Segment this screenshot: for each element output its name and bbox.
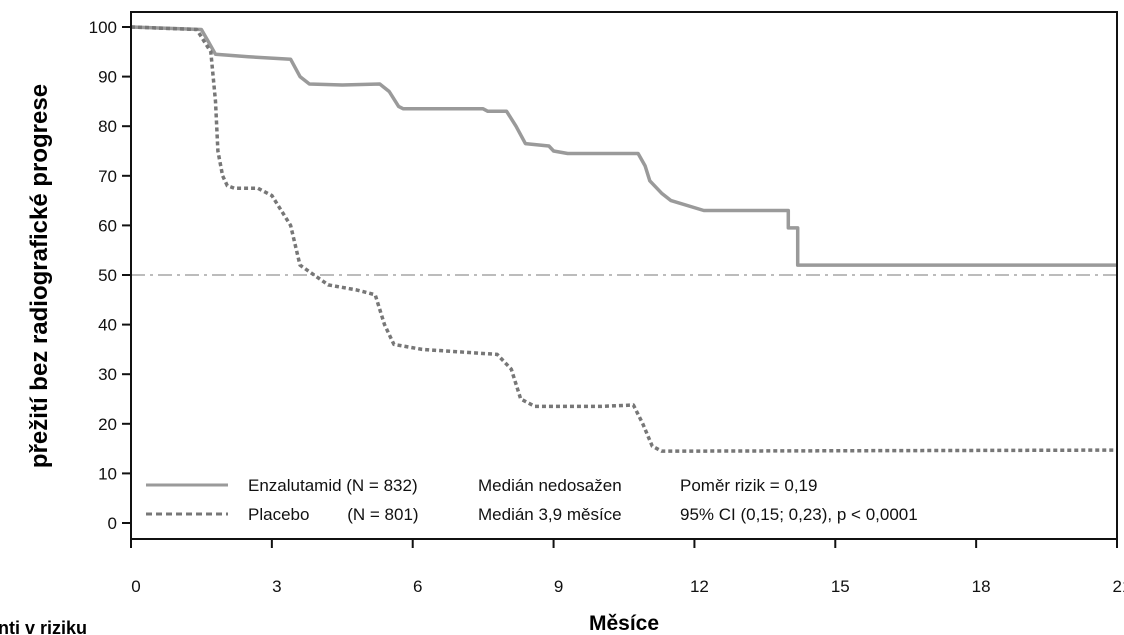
y-axis-title: přežití bez radiografické progrese bbox=[26, 84, 53, 468]
y-tick-label: 30 bbox=[98, 365, 117, 384]
y-tick-label: 80 bbox=[98, 117, 117, 136]
y-tick-label: 20 bbox=[98, 415, 117, 434]
legend-median-placebo: Medián 3,9 měsíce bbox=[478, 505, 622, 524]
legend: Enzalutamid (N = 832) Medián nedosažen P… bbox=[146, 476, 918, 524]
x-axis-title: Měsíce bbox=[589, 612, 659, 635]
y-tick-label: 90 bbox=[98, 68, 117, 87]
y-tick-label: 50 bbox=[98, 266, 117, 285]
series-line-1 bbox=[130, 25, 1118, 453]
x-tick-label: 12 bbox=[690, 577, 709, 596]
y-tick-label: 70 bbox=[98, 167, 117, 186]
legend-stat-hazard: Poměr rizik = 0,19 bbox=[680, 476, 817, 495]
series-line-0 bbox=[130, 25, 1117, 267]
x-tick-label: 3 bbox=[272, 577, 281, 596]
x-tick-label: 0 bbox=[131, 577, 140, 596]
legend-stat-ci: 95% CI (0,15; 0,23), p < 0,0001 bbox=[680, 505, 918, 524]
legend-label-placebo: Placebo (N = 801) bbox=[248, 505, 419, 524]
footer-label: nti v riziku bbox=[0, 618, 87, 635]
x-tick-label: 9 bbox=[554, 577, 563, 596]
y-tick-label: 10 bbox=[98, 464, 117, 483]
series-layer bbox=[130, 25, 1118, 453]
y-tick-label: 60 bbox=[98, 216, 117, 235]
x-tick-label: 18 bbox=[972, 577, 991, 596]
legend-median-enzalutamid: Medián nedosažen bbox=[478, 476, 622, 495]
legend-label-enzalutamid: Enzalutamid (N = 832) bbox=[248, 476, 418, 495]
y-tick-label: 100 bbox=[89, 18, 117, 37]
x-tick-label: 15 bbox=[831, 577, 850, 596]
ticks-layer: 0 10 20 30 40 50 60 70 80 90 100 0 3 6 9 12 15 18 21 bbox=[89, 18, 1124, 596]
x-tick-label: 21 bbox=[1113, 577, 1124, 596]
y-tick-label: 0 bbox=[108, 514, 117, 533]
y-tick-label: 40 bbox=[98, 316, 117, 335]
x-tick-label: 6 bbox=[413, 577, 422, 596]
